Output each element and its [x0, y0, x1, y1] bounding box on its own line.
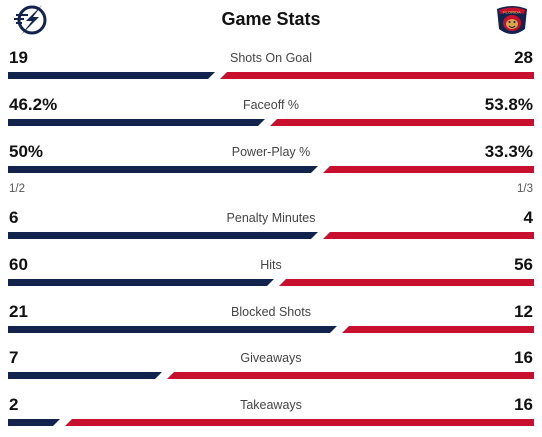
stat-row: 6 Penalty Minutes 4 [0, 208, 542, 254]
tampa-bay-lightning-logo-icon [12, 3, 52, 37]
away-stat-value: 28 [514, 48, 533, 67]
stat-row: 50% Power-Play % 33.3% 1/2 1/3 [0, 142, 542, 195]
stat-row: 7 Giveaways 16 [0, 348, 542, 394]
stat-label: Shots On Goal [230, 51, 312, 65]
stat-row: 19 Shots On Goal 28 [0, 48, 542, 94]
home-stat-value: 60 [9, 255, 28, 274]
stat-label: Giveaways [240, 351, 302, 365]
home-stat-value: 46.2% [9, 95, 58, 114]
stat-label: Faceoff % [242, 98, 300, 112]
stat-comparison-bar [8, 419, 534, 426]
home-bar [8, 326, 337, 333]
home-bar [8, 372, 162, 379]
stat-label: Blocked Shots [231, 305, 311, 319]
home-stat-value: 2 [9, 395, 19, 414]
stat-comparison-bar [8, 72, 534, 79]
home-bar [8, 72, 215, 79]
logo-text: FLORIDA [503, 10, 521, 15]
page-title: Game Stats [221, 9, 321, 29]
stat-label: Hits [260, 258, 282, 272]
home-stat-value: 21 [9, 302, 28, 321]
home-stat-value: 50% [9, 142, 44, 161]
home-stat-value: 6 [9, 208, 19, 227]
away-stat-value: 33.3% [484, 142, 533, 161]
away-bar [65, 419, 534, 426]
home-stat-detail: 1/2 [9, 183, 25, 195]
away-bar [270, 119, 534, 126]
stat-row: 2 Takeaways 16 [0, 395, 542, 437]
stat-label: Penalty Minutes [226, 211, 316, 225]
away-stat-value: 16 [514, 395, 533, 414]
game-stats-header: Game Stats FLORIDA [0, 0, 542, 40]
away-stat-value: 16 [514, 348, 533, 367]
away-bar [167, 372, 534, 379]
away-bar [323, 232, 534, 239]
home-bar [8, 166, 318, 173]
home-bar [8, 279, 274, 286]
home-bar [8, 232, 318, 239]
stat-comparison-bar [8, 326, 534, 333]
away-bar [220, 72, 534, 79]
away-stat-value: 53.8% [484, 95, 533, 114]
stat-label: Takeaways [240, 398, 302, 412]
home-stat-value: 7 [9, 348, 19, 367]
away-bar [279, 279, 534, 286]
away-stat-value: 4 [523, 208, 533, 227]
home-bar [8, 419, 60, 426]
stat-comparison-bar [8, 119, 534, 126]
stat-comparison-bar [8, 166, 534, 173]
away-stat-detail: 1/3 [517, 183, 533, 195]
home-bar [8, 119, 265, 126]
florida-panthers-logo-icon: FLORIDA [494, 3, 530, 39]
away-bar [323, 166, 534, 173]
home-stat-value: 19 [9, 48, 28, 67]
stat-row: 46.2% Faceoff % 53.8% [0, 95, 542, 141]
stat-row: 60 Hits 56 [0, 255, 542, 301]
stat-comparison-bar [8, 372, 534, 379]
away-stat-value: 12 [514, 302, 533, 321]
stat-comparison-bar [8, 232, 534, 239]
away-bar [342, 326, 534, 333]
stat-row: 21 Blocked Shots 12 [0, 302, 542, 348]
away-stat-value: 56 [514, 255, 533, 274]
stat-comparison-bar [8, 279, 534, 286]
stat-label: Power-Play % [231, 145, 311, 159]
